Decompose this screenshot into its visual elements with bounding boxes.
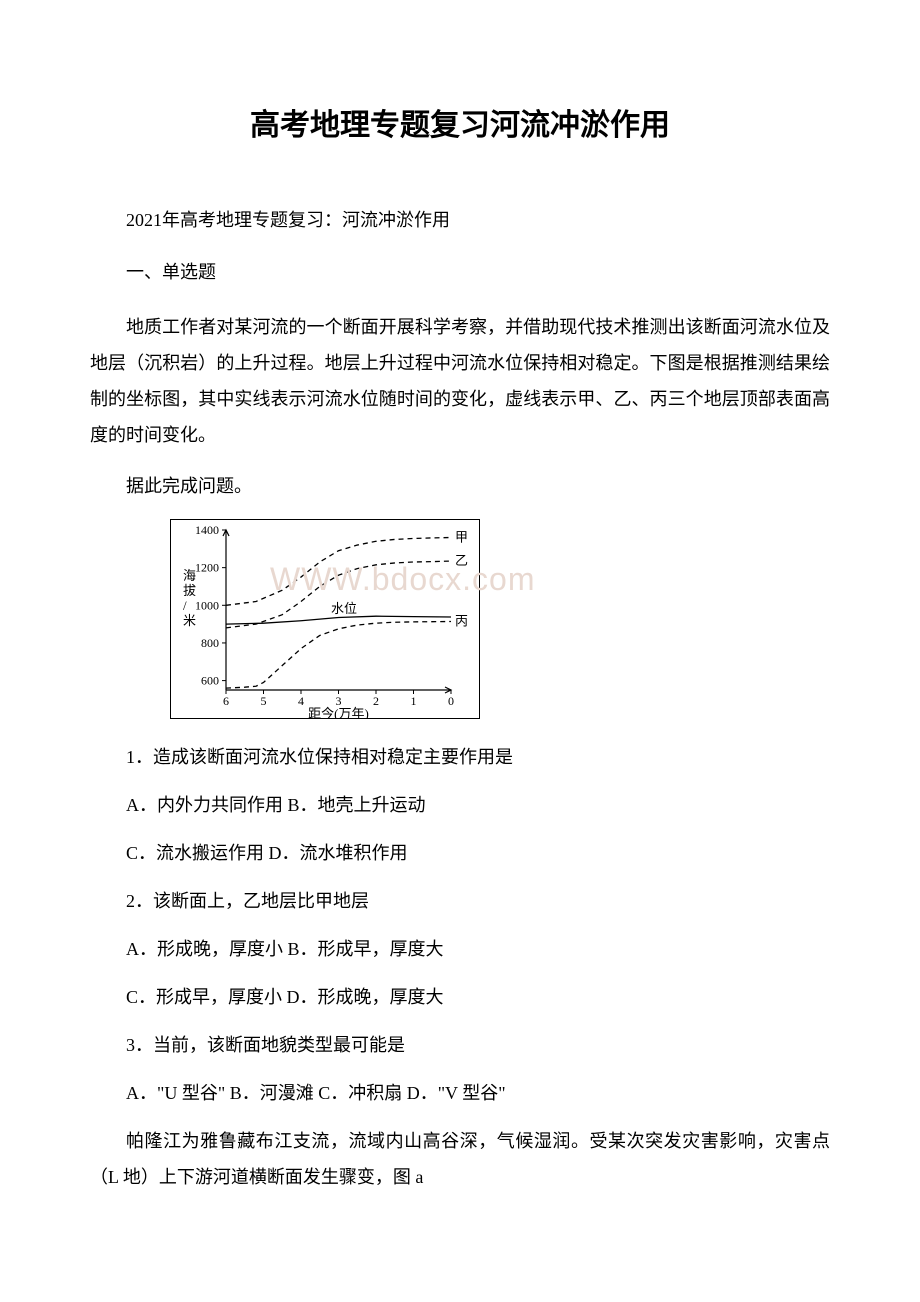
section-heading: 一、单选题 [90, 256, 830, 288]
svg-text:0: 0 [448, 694, 454, 708]
question-text: 3．当前，该断面地貌类型最可能是 [90, 1027, 830, 1063]
svg-text:1000: 1000 [195, 598, 219, 612]
svg-text:丙: 丙 [455, 613, 468, 628]
svg-text:5: 5 [261, 694, 267, 708]
svg-text:1: 1 [411, 694, 417, 708]
instruction: 据此完成问题。 [90, 468, 830, 504]
question-text: 2．该断面上，乙地层比甲地层 [90, 883, 830, 919]
svg-text:海: 海 [183, 568, 196, 583]
svg-text:4: 4 [298, 694, 304, 708]
chart-container: WWW.bdocx.com 6008001000120014006543210海… [170, 519, 830, 724]
svg-text:甲: 甲 [455, 529, 468, 544]
svg-text:距今(万年): 距今(万年) [308, 706, 369, 719]
question-option: C．形成早，厚度小 D．形成晚，厚度大 [90, 979, 830, 1015]
svg-text:2: 2 [373, 694, 379, 708]
question-option: C．流水搬运作用 D．流水堆积作用 [90, 835, 830, 871]
svg-text:600: 600 [201, 673, 219, 687]
closing-paragraph: 帕隆江为雅鲁藏布江支流，流域内山高谷深，气候湿润。受某次突发灾害影响，灾害点（L… [90, 1123, 830, 1195]
line-chart: 6008001000120014006543210海拔/米距今(万年)甲乙水位丙 [170, 519, 480, 719]
question-text: 1．造成该断面河流水位保持相对稳定主要作用是 [90, 739, 830, 775]
question-option: A．内外力共同作用 B．地壳上升运动 [90, 787, 830, 823]
svg-text:1400: 1400 [195, 523, 219, 537]
question-option: A．形成晚，厚度小 B．形成早，厚度大 [90, 931, 830, 967]
svg-text:米: 米 [183, 613, 196, 628]
intro-paragraph: 地质工作者对某河流的一个断面开展科学考察，并借助现代技术推测出该断面河流水位及地… [90, 309, 830, 453]
questions-container: 1．造成该断面河流水位保持相对稳定主要作用是 A．内外力共同作用 B．地壳上升运动… [90, 739, 830, 1111]
subtitle: 2021年高考地理专题复习：河流冲淤作用 [90, 204, 830, 236]
svg-text:水位: 水位 [331, 601, 357, 616]
question-option: A．"U 型谷" B．河漫滩 C．冲积扇 D．"V 型谷" [90, 1075, 830, 1111]
svg-text:乙: 乙 [455, 553, 468, 568]
svg-text:拔: 拔 [183, 583, 196, 598]
svg-text:6: 6 [223, 694, 229, 708]
page-title: 高考地理专题复习河流冲淤作用 [90, 100, 830, 144]
svg-text:/: / [183, 598, 187, 613]
svg-text:1200: 1200 [195, 560, 219, 574]
svg-text:800: 800 [201, 636, 219, 650]
